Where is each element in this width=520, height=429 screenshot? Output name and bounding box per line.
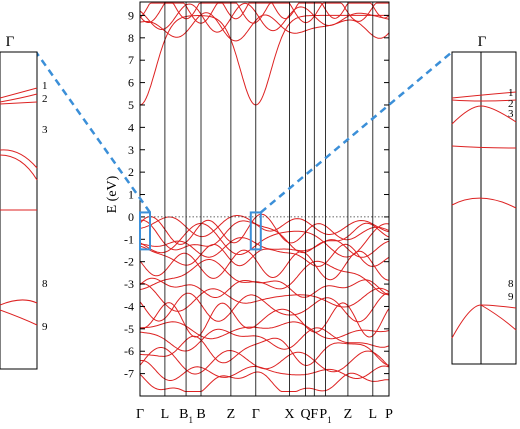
inset-band [451,197,517,209]
valence-band [139,371,390,392]
plot-frame [139,1,390,397]
x-tick-label: Z [344,407,353,422]
conduction-band [139,14,389,106]
inset-title: Γ [6,34,15,50]
zoom-highlight-box [139,211,151,251]
x-tick-subscript: 1 [188,415,193,425]
valence-band [139,335,390,367]
inset-title: Γ [478,34,487,50]
x-tick-label: F [310,407,318,422]
x-tick-subscript: 1 [327,415,332,425]
inset-band-label: 8 [508,278,514,290]
valence-band [139,347,390,375]
x-tick-label: Γ [136,407,144,422]
conduction-band [139,2,389,24]
high-symmetry-lines [164,2,374,396]
valence-band [139,277,390,298]
x-tick-label: Γ [252,407,260,422]
zoom-highlights [34,51,453,251]
inset-band-label: 2 [508,98,514,110]
inset-band [480,304,517,331]
y-tick-label: 3 [128,143,134,157]
y-tick-label: -3 [124,277,134,291]
inset-band-label: 9 [42,321,48,333]
zoom-highlight-box [249,211,262,251]
valence-band [139,302,390,338]
valence-band [140,321,390,340]
inset-band-label: 1 [42,80,48,92]
x-tick-label: X [284,407,294,422]
valence-band [139,222,390,258]
x-tick-label: Z [227,407,236,422]
inset-right-zoom: Γ 123 89 [451,34,517,365]
inset-frame [451,51,517,365]
y-tick-label: 5 [128,98,134,112]
inset-band [451,105,517,125]
inset-band [451,99,517,102]
valence-band [139,292,390,323]
x-tick-label: P [385,407,393,422]
inset-band [0,154,38,181]
x-tick-label: Q [301,407,311,422]
valence-band [139,259,390,295]
inset-band-label: 1 [508,87,514,99]
x-tick-label: B1 [179,407,193,425]
inset-left-zoom: Γ 12 3 8 9 [0,34,48,370]
zoom-connector [34,51,152,214]
y-tick-label: 0 [128,210,134,224]
y-tick-label: 7 [128,53,134,67]
inset-band-label: 3 [508,108,514,120]
x-tick-label: B [196,407,205,422]
y-tick-label: 1 [128,188,134,202]
y-tick-label: 8 [128,31,134,45]
valence-band [139,243,390,267]
y-tick-label: -6 [124,344,134,358]
y-axis-label: E (eV) [105,175,120,213]
conduction-band [139,2,390,20]
y-tick-label: 9 [128,8,134,22]
x-axis: Γ L B1 B Z Γ X Q F P1 Z L P [136,407,393,425]
conduction-band [139,12,390,42]
valence-band [139,215,390,238]
valence-band [139,213,390,245]
zoom-connector [259,51,453,214]
inset-band-label: 8 [42,278,48,290]
inset-band [0,93,38,103]
y-tick-label: -1 [124,232,134,246]
x-tick-label: L [161,407,170,422]
valence-band [139,282,390,312]
valence-band [139,327,390,352]
x-tick-label: L [369,407,378,422]
valence-band [139,219,390,254]
inset-band-label: 2 [42,93,48,105]
conduction-band [139,2,390,33]
y-tick-label: -5 [124,322,134,336]
valence-band [139,360,390,381]
y-tick-label: -7 [124,367,134,381]
y-tick-label: 4 [128,120,134,134]
inset-band [0,87,38,99]
y-tick-label: 2 [128,165,134,179]
inset-band [451,91,517,99]
inset-band [0,101,38,105]
band-lines [139,2,390,392]
x-tick-label: P1 [319,407,331,425]
inset-band [0,299,38,306]
inset-band [451,145,517,149]
inset-band [0,149,38,169]
y-tick-label: 6 [128,76,134,90]
inset-band-label: 3 [42,124,48,136]
inset-band [0,309,38,326]
valence-band [140,237,390,258]
valence-band [139,249,390,281]
y-tick-label: -4 [124,299,134,313]
y-tick-label: -2 [124,255,134,269]
inset-band-label: 9 [508,291,514,303]
